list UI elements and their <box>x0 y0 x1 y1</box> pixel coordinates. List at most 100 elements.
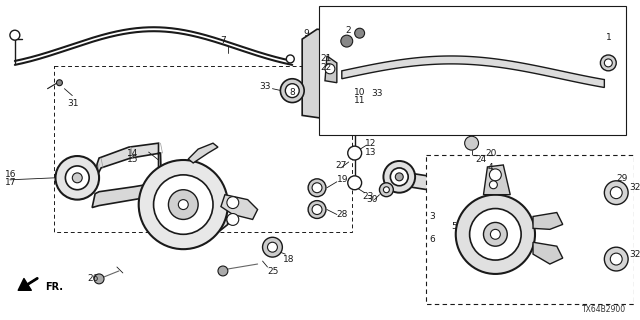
Text: 17: 17 <box>5 178 17 187</box>
Circle shape <box>470 209 521 260</box>
Text: FR.: FR. <box>45 282 63 292</box>
Bar <box>54 66 352 232</box>
Circle shape <box>611 253 622 265</box>
Polygon shape <box>325 56 337 83</box>
Text: 18: 18 <box>284 255 295 264</box>
Text: 28: 28 <box>337 210 348 219</box>
Circle shape <box>456 195 535 274</box>
Text: 21: 21 <box>320 54 332 63</box>
Circle shape <box>94 274 104 284</box>
Text: 14: 14 <box>127 148 138 157</box>
Circle shape <box>139 160 228 249</box>
Text: 25: 25 <box>268 267 279 276</box>
Polygon shape <box>221 195 257 220</box>
Circle shape <box>465 136 479 150</box>
Circle shape <box>268 242 277 252</box>
Text: 1: 1 <box>607 33 612 42</box>
Text: 13: 13 <box>365 148 376 156</box>
Polygon shape <box>483 165 510 195</box>
Circle shape <box>390 168 408 186</box>
Text: 9: 9 <box>303 29 309 38</box>
Text: 2: 2 <box>345 26 351 35</box>
Circle shape <box>262 237 282 257</box>
Circle shape <box>611 187 622 199</box>
Text: 12: 12 <box>365 139 376 148</box>
Text: 33: 33 <box>260 82 271 91</box>
Circle shape <box>348 146 362 160</box>
Text: 29: 29 <box>616 174 628 183</box>
Circle shape <box>604 247 628 271</box>
Circle shape <box>65 166 89 190</box>
Circle shape <box>320 49 334 63</box>
Circle shape <box>227 213 239 225</box>
Polygon shape <box>95 143 175 187</box>
Text: 20: 20 <box>486 149 497 158</box>
Polygon shape <box>143 160 228 246</box>
Polygon shape <box>188 143 218 163</box>
Circle shape <box>312 183 322 193</box>
Text: 32: 32 <box>629 250 640 259</box>
Circle shape <box>383 161 415 193</box>
Circle shape <box>312 204 322 214</box>
Circle shape <box>490 169 501 181</box>
Circle shape <box>355 28 365 38</box>
Circle shape <box>308 179 326 197</box>
Text: 32: 32 <box>629 183 640 192</box>
Text: 23: 23 <box>363 192 374 201</box>
Text: 10: 10 <box>354 88 365 97</box>
Text: 27: 27 <box>335 162 346 171</box>
Polygon shape <box>302 29 352 120</box>
Circle shape <box>321 73 333 85</box>
Text: 31: 31 <box>67 99 79 108</box>
Circle shape <box>154 175 213 234</box>
Text: TX64B2900: TX64B2900 <box>582 305 626 314</box>
Circle shape <box>348 111 362 125</box>
Text: 7: 7 <box>220 36 226 45</box>
Circle shape <box>490 181 497 189</box>
Text: 3: 3 <box>429 212 435 221</box>
Text: 11: 11 <box>354 96 365 105</box>
Text: 6: 6 <box>429 235 435 244</box>
Polygon shape <box>533 212 563 229</box>
Circle shape <box>600 55 616 71</box>
Circle shape <box>285 84 300 98</box>
Text: 16: 16 <box>5 170 17 180</box>
Text: 33: 33 <box>372 89 383 98</box>
Text: 4: 4 <box>488 163 493 172</box>
Circle shape <box>179 200 188 210</box>
Circle shape <box>348 176 362 190</box>
Text: 30: 30 <box>367 195 378 204</box>
Circle shape <box>56 156 99 200</box>
Circle shape <box>72 173 82 183</box>
Text: 26: 26 <box>87 274 99 283</box>
FancyArrowPatch shape <box>18 278 37 290</box>
Text: 24: 24 <box>476 155 487 164</box>
Bar <box>426 155 634 304</box>
Circle shape <box>286 55 294 63</box>
Circle shape <box>600 179 609 189</box>
Circle shape <box>341 35 353 47</box>
Circle shape <box>56 80 63 86</box>
Polygon shape <box>533 242 563 264</box>
Circle shape <box>490 229 500 239</box>
Bar <box>319 6 626 135</box>
Circle shape <box>383 187 389 193</box>
Circle shape <box>218 266 228 276</box>
Circle shape <box>325 64 335 74</box>
Circle shape <box>168 190 198 220</box>
Circle shape <box>396 173 403 181</box>
Circle shape <box>322 96 332 106</box>
Circle shape <box>380 183 394 197</box>
Circle shape <box>308 201 326 219</box>
Circle shape <box>483 222 508 246</box>
Text: 15: 15 <box>127 156 138 164</box>
Circle shape <box>227 197 239 209</box>
Polygon shape <box>342 56 604 87</box>
Circle shape <box>353 95 365 107</box>
Polygon shape <box>391 170 609 196</box>
Text: 8: 8 <box>289 88 295 97</box>
Text: 5: 5 <box>452 222 458 231</box>
Circle shape <box>10 30 20 40</box>
Circle shape <box>604 59 612 67</box>
Text: 19: 19 <box>337 175 348 184</box>
